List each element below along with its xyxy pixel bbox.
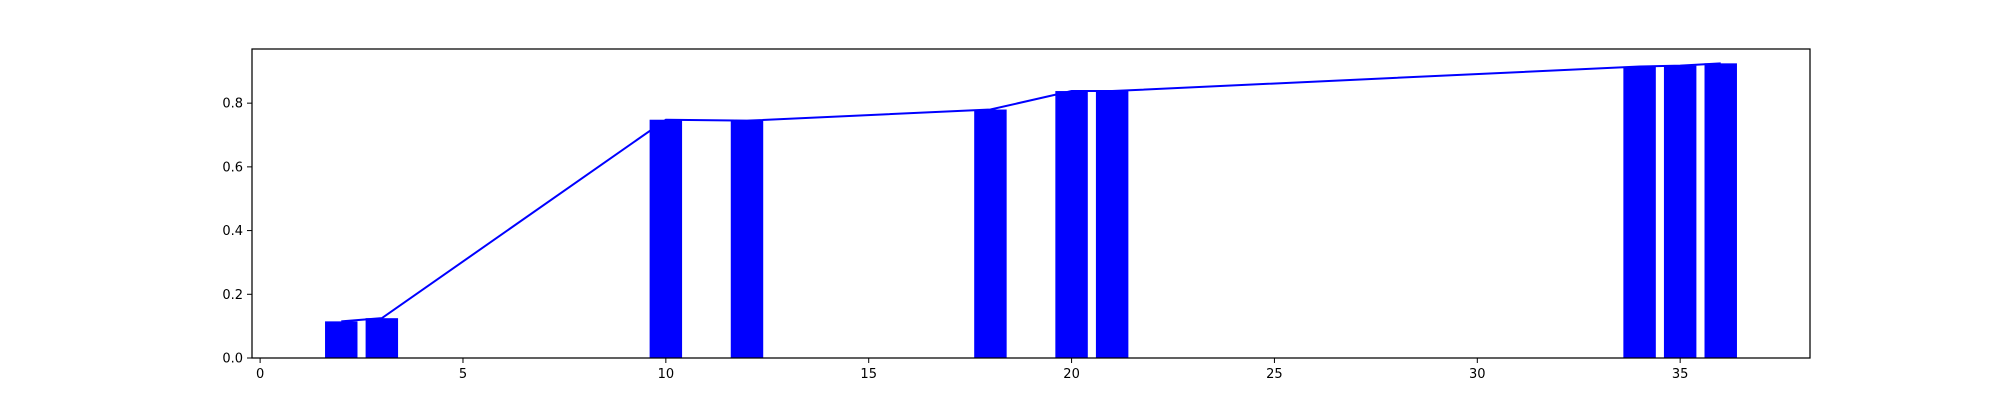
y-tick-label: 0.6 [222, 160, 243, 175]
bar [1055, 91, 1088, 358]
series-line [341, 62, 1721, 323]
x-tick-label: 0 [256, 367, 264, 382]
bar [974, 109, 1007, 358]
x-tick-label: 5 [459, 367, 467, 382]
bar [1704, 63, 1737, 358]
bar [365, 318, 399, 358]
line-layer [341, 62, 1721, 323]
x-tick-label: 30 [1469, 367, 1486, 382]
y-tick-label: 0.4 [222, 224, 243, 239]
bar [1095, 91, 1129, 358]
y-tick-label: 0.8 [222, 97, 243, 112]
y-tick-label: 0.2 [222, 288, 243, 303]
y-tick-label: 0.0 [222, 352, 243, 367]
x-axis: 0 5 10 15 20 25 30 35 [256, 358, 1688, 382]
bar [1663, 65, 1697, 359]
bars [325, 63, 1737, 359]
x-tick-label: 25 [1266, 367, 1283, 382]
bar [325, 321, 358, 358]
x-tick-label: 20 [1063, 367, 1080, 382]
bar [730, 120, 764, 358]
bar [1623, 66, 1656, 358]
y-axis: 0.0 0.2 0.4 0.6 0.8 [222, 97, 252, 367]
axes-frame [251, 48, 1811, 359]
x-tick-label: 10 [658, 367, 675, 382]
x-tick-label: 35 [1672, 367, 1689, 382]
bar [649, 119, 683, 358]
x-tick-label: 15 [860, 367, 877, 382]
